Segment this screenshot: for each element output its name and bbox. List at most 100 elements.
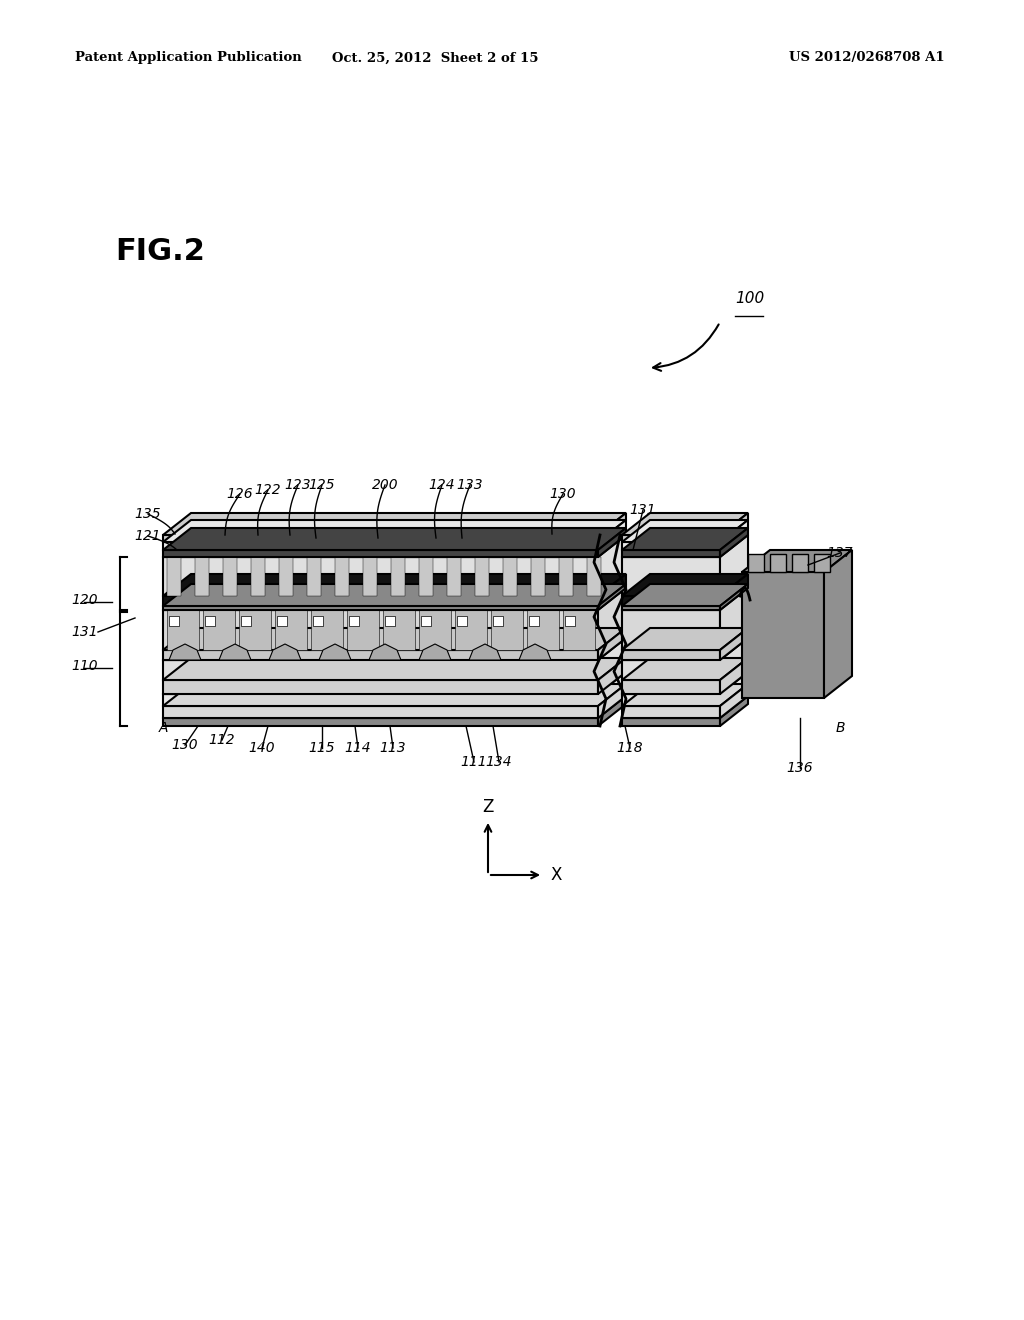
- Text: 135: 135: [135, 507, 162, 521]
- Polygon shape: [622, 587, 748, 610]
- Polygon shape: [335, 557, 349, 597]
- Polygon shape: [163, 610, 598, 649]
- Bar: [493, 616, 503, 626]
- Text: 113: 113: [380, 741, 407, 755]
- Polygon shape: [163, 684, 626, 706]
- Bar: [565, 616, 575, 626]
- Bar: [792, 554, 808, 572]
- Polygon shape: [163, 597, 598, 606]
- Bar: [241, 616, 251, 626]
- Bar: [313, 616, 323, 626]
- Text: 131: 131: [72, 624, 98, 639]
- Text: 125: 125: [308, 478, 335, 492]
- Polygon shape: [622, 684, 748, 706]
- Text: 124: 124: [429, 478, 456, 492]
- Text: 134: 134: [485, 755, 512, 770]
- Polygon shape: [559, 557, 573, 597]
- Polygon shape: [622, 583, 748, 606]
- Polygon shape: [622, 706, 720, 718]
- Text: 126: 126: [226, 487, 253, 502]
- Polygon shape: [223, 557, 237, 597]
- Polygon shape: [163, 638, 626, 660]
- Polygon shape: [720, 513, 748, 543]
- Polygon shape: [598, 583, 626, 610]
- Bar: [814, 554, 830, 572]
- Polygon shape: [163, 520, 626, 543]
- Polygon shape: [622, 543, 720, 550]
- Text: 136: 136: [786, 762, 813, 775]
- Text: Oct. 25, 2012  Sheet 2 of 15: Oct. 25, 2012 Sheet 2 of 15: [332, 51, 539, 65]
- Polygon shape: [455, 610, 487, 649]
- Polygon shape: [622, 638, 748, 660]
- Polygon shape: [163, 543, 598, 550]
- Polygon shape: [598, 684, 626, 718]
- Polygon shape: [622, 557, 720, 597]
- Text: 112: 112: [209, 733, 236, 747]
- Polygon shape: [720, 696, 748, 726]
- Polygon shape: [163, 694, 598, 706]
- Polygon shape: [219, 644, 251, 660]
- Polygon shape: [720, 657, 748, 694]
- Text: 130: 130: [172, 738, 199, 752]
- Polygon shape: [519, 644, 551, 660]
- Polygon shape: [622, 660, 720, 680]
- Polygon shape: [720, 638, 748, 680]
- Bar: [457, 616, 467, 626]
- Polygon shape: [824, 550, 852, 698]
- Polygon shape: [598, 628, 626, 660]
- Polygon shape: [279, 557, 293, 597]
- Bar: [349, 616, 359, 626]
- Text: 110: 110: [72, 659, 98, 673]
- Polygon shape: [598, 535, 626, 597]
- Bar: [205, 616, 215, 626]
- Text: US 2012/0268708 A1: US 2012/0268708 A1: [790, 51, 945, 65]
- Polygon shape: [598, 520, 626, 550]
- Text: 115: 115: [308, 741, 335, 755]
- Polygon shape: [720, 574, 748, 606]
- Polygon shape: [269, 644, 301, 660]
- Text: 137: 137: [826, 546, 853, 560]
- Polygon shape: [163, 649, 598, 660]
- Polygon shape: [163, 535, 598, 543]
- Polygon shape: [419, 557, 433, 597]
- Polygon shape: [622, 610, 720, 649]
- Bar: [278, 616, 287, 626]
- Text: 140: 140: [249, 741, 275, 755]
- Bar: [421, 616, 431, 626]
- Polygon shape: [163, 680, 598, 694]
- Polygon shape: [167, 610, 199, 649]
- Polygon shape: [720, 528, 748, 557]
- Polygon shape: [622, 535, 720, 543]
- Polygon shape: [720, 520, 748, 550]
- Polygon shape: [622, 680, 720, 694]
- Text: A: A: [159, 721, 168, 735]
- Text: 100: 100: [735, 290, 764, 306]
- Text: 118: 118: [616, 741, 643, 755]
- Polygon shape: [742, 550, 852, 572]
- Polygon shape: [622, 535, 748, 557]
- Text: 130: 130: [550, 487, 577, 502]
- Text: 114: 114: [345, 741, 372, 755]
- Polygon shape: [622, 649, 720, 660]
- Polygon shape: [720, 535, 748, 597]
- Text: 111: 111: [461, 755, 487, 770]
- Text: Z: Z: [482, 799, 494, 816]
- Text: X: X: [550, 866, 562, 884]
- FancyArrowPatch shape: [653, 325, 719, 371]
- Polygon shape: [163, 706, 598, 718]
- Polygon shape: [369, 644, 401, 660]
- Text: 133: 133: [457, 478, 483, 492]
- Polygon shape: [163, 587, 626, 610]
- Polygon shape: [720, 628, 748, 660]
- Text: 200: 200: [372, 478, 398, 492]
- Bar: [169, 616, 179, 626]
- Polygon shape: [167, 557, 181, 597]
- Polygon shape: [163, 583, 626, 606]
- Polygon shape: [598, 638, 626, 680]
- Polygon shape: [362, 557, 377, 597]
- Polygon shape: [169, 644, 201, 660]
- Polygon shape: [347, 610, 379, 649]
- Polygon shape: [622, 657, 748, 680]
- Polygon shape: [622, 528, 748, 550]
- Polygon shape: [598, 587, 626, 649]
